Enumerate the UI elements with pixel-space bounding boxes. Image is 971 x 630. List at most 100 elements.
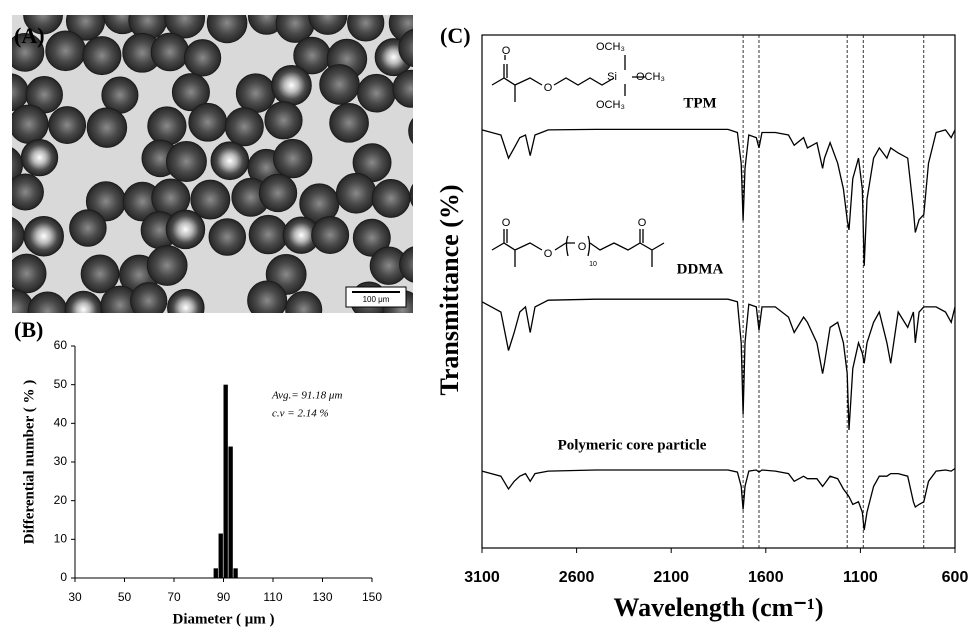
microsphere (247, 280, 288, 313)
histogram-bar (223, 384, 228, 578)
microsphere (167, 288, 205, 313)
structure-label: O (544, 82, 553, 94)
microsphere (352, 218, 391, 257)
microsphere (146, 245, 188, 286)
structure-label: O (544, 248, 553, 260)
microsphere (23, 15, 64, 35)
microsphere (371, 179, 411, 218)
microsphere (399, 246, 413, 283)
microsphere (258, 173, 298, 213)
series-label: TPM (683, 95, 716, 111)
x-tick-label: 1100 (843, 569, 878, 586)
annotation: Avg.= 91.18 μm (271, 390, 342, 402)
microsphere (12, 173, 44, 211)
structure-label: OCH₃ (596, 41, 625, 53)
micrograph (12, 15, 413, 313)
y-axis-label: Differential number ( % ) (21, 380, 37, 544)
microsphere (86, 107, 128, 148)
microsphere (80, 254, 120, 294)
microsphere (48, 106, 87, 144)
microsphere (347, 15, 385, 42)
microsphere (285, 291, 323, 313)
microsphere (64, 290, 103, 313)
microsphere (311, 215, 350, 254)
x-tick-label: 600 (942, 569, 969, 586)
microsphere (224, 107, 264, 147)
microsphere (275, 15, 315, 43)
panel-label: (B) (14, 317, 43, 342)
structure-label: O (502, 217, 511, 229)
microsphere (329, 103, 369, 143)
microsphere (206, 15, 248, 44)
histogram-bar (213, 568, 218, 578)
microsphere (20, 138, 59, 177)
microsphere (23, 215, 64, 257)
microsphere (308, 15, 348, 35)
structure-label: O (578, 241, 587, 253)
microsphere (147, 106, 187, 146)
scale-bar-label: 100 μm (363, 295, 390, 304)
x-axis-label: Wavelength (cm⁻¹) (614, 593, 824, 622)
spectrum-line (481, 128, 956, 266)
microsphere (273, 138, 313, 179)
microsphere (235, 73, 276, 114)
microsphere (319, 64, 360, 105)
tpm-si-bonds (504, 55, 645, 96)
microsphere (188, 102, 228, 142)
x-tick-label: 110 (263, 590, 282, 604)
microsphere (165, 140, 207, 182)
microsphere (150, 32, 190, 72)
structure-label: OCH₃ (596, 99, 625, 111)
x-tick-label: 150 (362, 590, 382, 604)
y-tick-label: 10 (54, 532, 68, 546)
structure-label: O (502, 45, 511, 57)
microsphere (12, 33, 45, 72)
microsphere (190, 179, 231, 220)
panel-label: (C) (440, 23, 471, 48)
x-tick-label: 3100 (464, 569, 500, 586)
microsphere (171, 73, 210, 112)
microsphere (335, 172, 377, 214)
x-tick-label: 1600 (748, 569, 784, 586)
spectrum-line (481, 467, 956, 531)
tpm-structure (491, 64, 615, 102)
structure-label: Si (607, 71, 617, 83)
x-tick-label: 50 (118, 590, 132, 604)
structure-label: OCH₃ (636, 71, 665, 83)
x-axis-label: Diameter ( μm ) (173, 611, 275, 627)
y-tick-label: 40 (54, 416, 68, 430)
microsphere (357, 73, 396, 113)
microsphere (130, 282, 168, 313)
x-tick-label: 70 (167, 590, 181, 604)
microsphere (69, 209, 107, 247)
microsphere (165, 209, 206, 250)
histogram-bar (228, 446, 233, 578)
microsphere (164, 15, 206, 39)
microsphere (45, 30, 86, 72)
y-tick-label: 50 (54, 377, 68, 391)
structure-label: O (638, 217, 647, 229)
microsphere (82, 36, 122, 76)
series-label: Polymeric core particle (558, 437, 707, 453)
y-tick-label: 30 (54, 454, 68, 468)
histogram-bar (218, 533, 223, 578)
y-tick-label: 60 (54, 338, 68, 352)
plot-frame (481, 34, 956, 549)
annotation: c.v = 2.14 % (272, 408, 329, 420)
microsphere (183, 39, 222, 77)
structure-label: 10 (589, 261, 597, 268)
x-tick-label: 2600 (559, 569, 595, 586)
microsphere (409, 183, 413, 207)
microsphere (248, 214, 289, 255)
x-tick-label: 30 (68, 590, 82, 604)
y-tick-label: 20 (54, 493, 68, 507)
x-tick-label: 90 (217, 590, 231, 604)
microsphere (392, 69, 413, 108)
spectrum-line (481, 298, 956, 431)
microsphere (12, 253, 47, 294)
panel-label: (A) (14, 23, 45, 48)
microsphere (208, 218, 247, 256)
microsphere (12, 104, 49, 144)
microsphere (408, 117, 413, 145)
